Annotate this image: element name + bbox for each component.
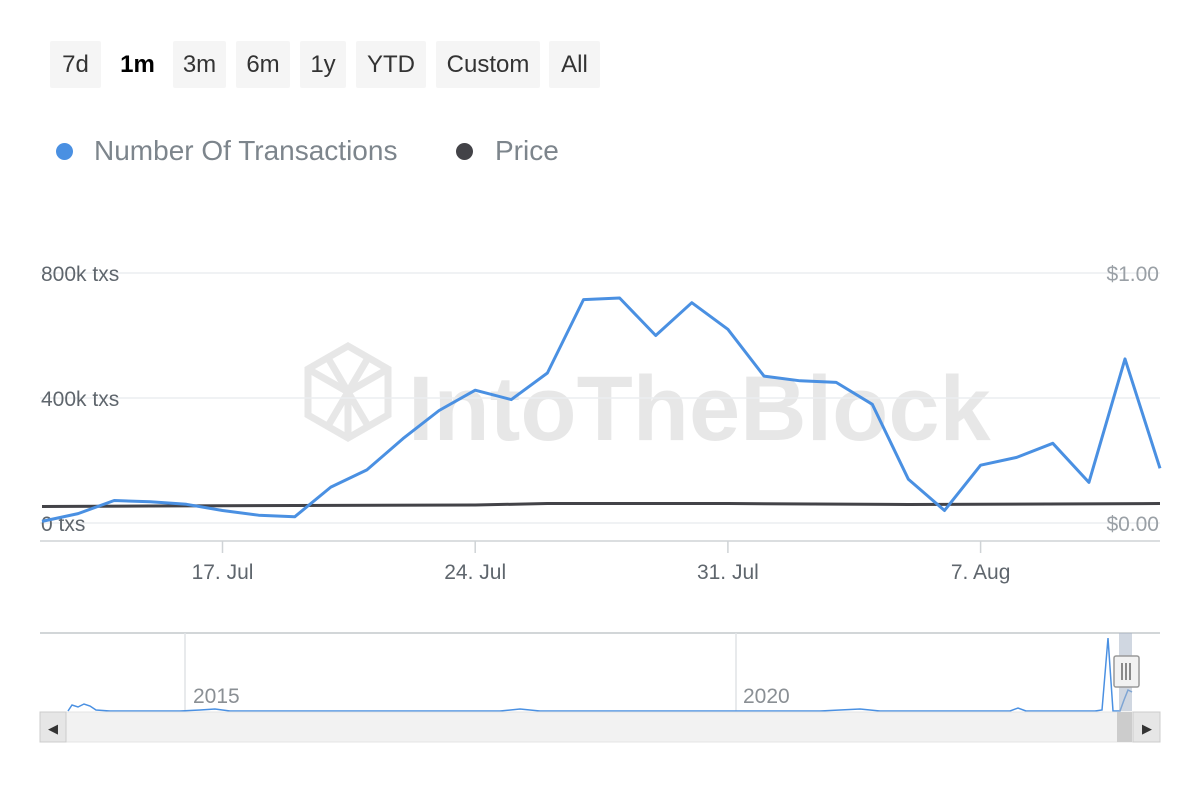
x-tick-label: 31. Jul	[697, 561, 759, 584]
transactions-series-line	[41, 296, 1162, 523]
legend-marker-price	[456, 143, 473, 160]
navigator-label-2020: 2020	[743, 685, 790, 708]
y-right-tick-label: $1.00	[1106, 263, 1159, 286]
navigator-series-line	[67, 637, 1133, 712]
range-custom-button[interactable]: Custom	[436, 41, 540, 88]
x-tick-label: 7. Aug	[951, 561, 1011, 584]
legend-item-transactions[interactable]: Number Of Transactions	[52, 128, 432, 172]
range-all-button[interactable]: All	[549, 41, 600, 88]
y-axis-right: $0.00 $1.00	[1106, 263, 1159, 536]
range-3m-button[interactable]: 3m	[173, 41, 226, 88]
legend-label-price: Price	[495, 135, 559, 166]
legend-marker-transactions	[56, 143, 73, 160]
scroll-right-button[interactable]	[1132, 711, 1161, 743]
x-axis: 17. Jul 24. Jul 31. Jul 7. Aug	[192, 541, 1011, 584]
scroll-left-arrow-icon: ◀	[48, 721, 58, 736]
navigator: 2015 2020	[40, 632, 1160, 712]
grid-lines	[40, 272, 1160, 524]
price-series-line	[41, 502, 1161, 508]
scroll-right-arrow-icon: ▶	[1142, 721, 1152, 736]
range-6m-button[interactable]: 6m	[236, 41, 290, 88]
watermark-text: IntoTheBlock	[408, 358, 992, 460]
legend-label-transactions: Number Of Transactions	[94, 135, 398, 166]
x-tick-label: 24. Jul	[444, 561, 506, 584]
y-right-tick-label: $0.00	[1106, 513, 1159, 536]
scroll-left-button[interactable]	[39, 711, 67, 743]
watermark: IntoTheBlock	[304, 341, 992, 460]
scrollbar: ◀ ▶	[39, 711, 1161, 743]
navigator-label-2015: 2015	[193, 685, 240, 708]
legend-item-price[interactable]: Price	[454, 128, 574, 172]
y-tick-label: 800k txs	[41, 263, 119, 286]
x-tick-label: 17. Jul	[192, 561, 254, 584]
range-ytd-button[interactable]: YTD	[356, 41, 426, 88]
range-1m-button[interactable]: 1m	[109, 41, 166, 88]
range-1y-button[interactable]: 1y	[300, 41, 346, 88]
range-7d-button[interactable]: 7d	[50, 41, 101, 88]
scrollbar-thumb[interactable]	[1117, 712, 1132, 742]
y-tick-label: 400k txs	[41, 388, 119, 411]
scrollbar-track[interactable]	[39, 711, 1161, 743]
